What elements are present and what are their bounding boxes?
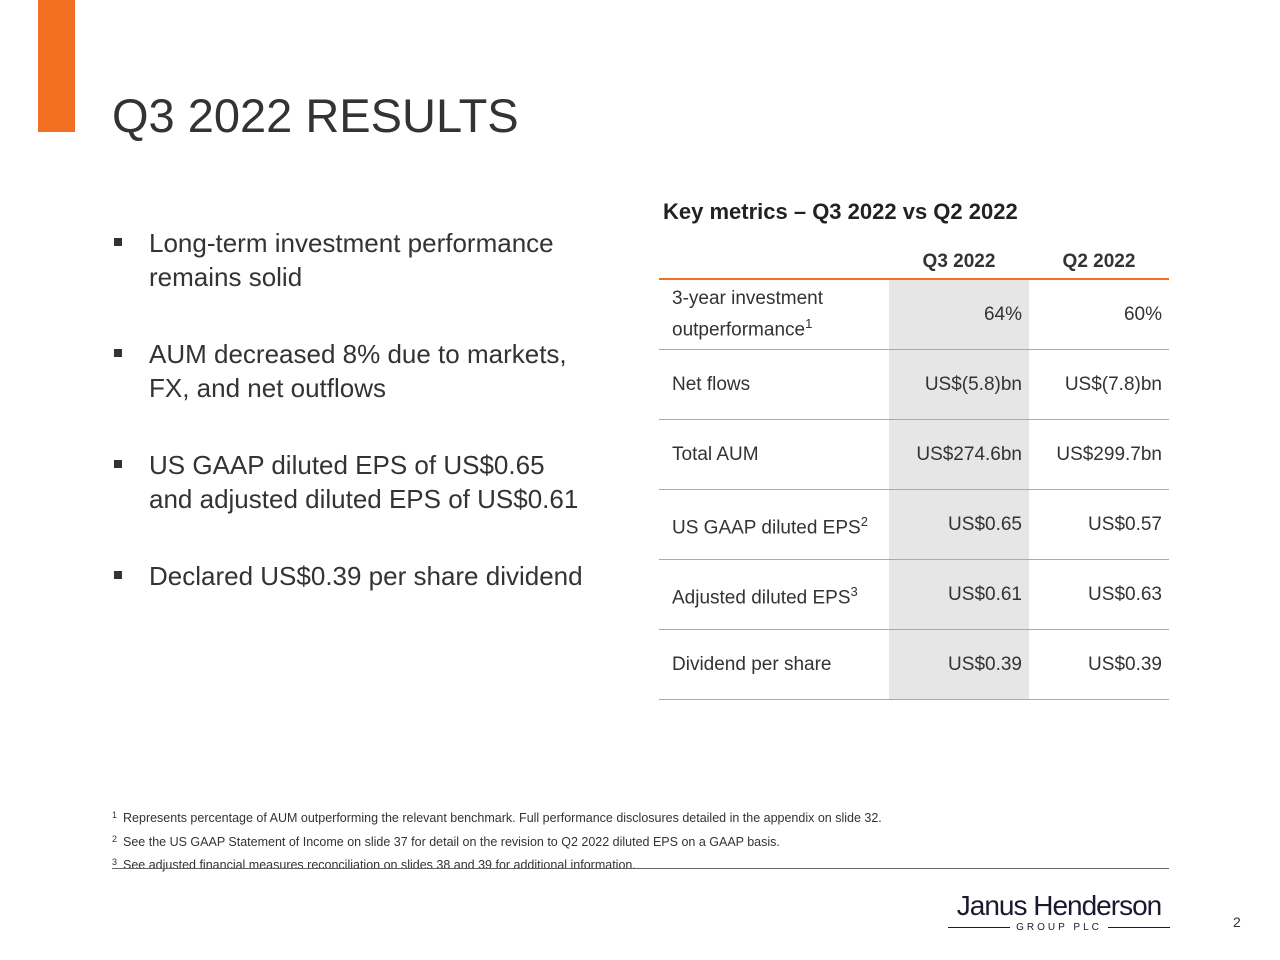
note-ref: 3 xyxy=(850,583,858,599)
footnote: 1 Represents percentage of AUM outperform… xyxy=(112,805,882,829)
footnote-number: 3 xyxy=(112,857,118,867)
value-cell: US$0.57 xyxy=(1088,513,1162,535)
label-text: Adjusted diluted EPS3 xyxy=(672,579,858,610)
accent-bar xyxy=(38,0,75,132)
footnote: 2 See the US GAAP Statement of Income on … xyxy=(112,829,882,853)
note-ref: 1 xyxy=(805,316,813,332)
header-cell xyxy=(659,245,889,278)
logo-name: Janus Henderson xyxy=(956,890,1162,921)
label: US GAAP diluted EPS xyxy=(672,517,861,539)
table-row: 3-year investment outperformance1 64% 60% xyxy=(659,280,1169,350)
bullet-list: Long-term investment performance remains… xyxy=(112,226,592,636)
footnote: 3 See adjusted financial measures reconci… xyxy=(112,852,882,876)
label: Total AUM xyxy=(672,444,759,465)
row-label: Dividend per share xyxy=(659,630,889,699)
value-cell: 60% xyxy=(1123,303,1162,325)
label: Adjusted diluted EPS xyxy=(672,587,851,609)
table-row: Net flows US$(5.8)bn US$(7.8)bn xyxy=(659,350,1169,420)
footnote-number: 2 xyxy=(112,833,118,844)
row-label: Total AUM xyxy=(659,420,889,489)
label: 3-year investment outperformance xyxy=(672,288,824,341)
label-text: 3-year investment outperformance1 xyxy=(672,286,889,342)
header-cell: Q2 2022 xyxy=(1062,250,1136,272)
bullet: US GAAP diluted EPS of US$0.65 and adjus… xyxy=(112,448,589,516)
table-row: Adjusted diluted EPS3 US$0.61 US$0.63 xyxy=(659,560,1169,630)
metrics-table: Q3 2022 Q2 2022 3-year investment outperfo… xyxy=(659,245,1169,700)
table-row: Total AUM US$274.6bn US$299.7bn xyxy=(659,420,1169,490)
bullet: AUM decreased 8% due to markets, FX, and… xyxy=(112,337,589,405)
logo-sub: GROUP PLC xyxy=(948,922,1171,933)
slide-title: Q3 2022 RESULTS xyxy=(112,89,519,142)
label-text: Net flows xyxy=(672,372,750,397)
footer-rule xyxy=(112,868,1169,869)
row-label: Adjusted diluted EPS3 xyxy=(659,560,889,629)
logo: Janus Henderson GROUP PLC xyxy=(948,890,1171,933)
value-cell: US$0.65 xyxy=(889,490,1029,559)
bullet: Declared US$0.39 per share dividend xyxy=(112,559,589,593)
label-text: Total AUM xyxy=(672,442,759,467)
label: Net flows xyxy=(672,374,751,395)
table-row: US GAAP diluted EPS2 US$0.65 US$0.57 xyxy=(659,490,1169,560)
value-cell: US$0.39 xyxy=(889,630,1029,699)
row-label: 3-year investment outperformance1 xyxy=(659,280,889,349)
value-cell: US$(7.8)bn xyxy=(1064,373,1162,395)
footnote-number: 1 xyxy=(112,810,118,820)
table-title: Key metrics – Q3 2022 vs Q2 2022 xyxy=(663,199,1018,224)
label-text: US GAAP diluted EPS2 xyxy=(672,509,868,540)
footnote-text: See adjusted financial measures reconcil… xyxy=(123,858,636,872)
value-cell: 64% xyxy=(889,280,1029,349)
page-number: 2 xyxy=(1233,914,1241,930)
value-cell: US$299.7bn xyxy=(1056,443,1162,465)
row-label: US GAAP diluted EPS2 xyxy=(659,490,889,559)
footnote-text: See the US GAAP Statement of Income on s… xyxy=(123,834,780,849)
label: Dividend per share xyxy=(672,654,832,675)
bullet: Long-term investment performance remains… xyxy=(112,226,589,294)
footnote-text: Represents percentage of AUM outperformi… xyxy=(123,811,882,825)
logo-sub-text: GROUP PLC xyxy=(1016,922,1102,933)
table-row: Dividend per share US$0.39 US$0.39 xyxy=(659,630,1169,700)
header-cell: Q3 2022 xyxy=(922,250,996,272)
value-cell: US$0.63 xyxy=(1088,583,1162,605)
value-cell: US$0.39 xyxy=(1088,653,1162,675)
note-ref: 2 xyxy=(860,513,868,529)
value-cell: US$274.6bn xyxy=(889,420,1029,489)
header-row: Q3 2022 Q2 2022 xyxy=(659,245,1169,280)
footnotes: 1 Represents percentage of AUM outperform… xyxy=(112,805,882,876)
value-cell: US$0.61 xyxy=(889,560,1029,629)
value-cell: US$(5.8)bn xyxy=(889,350,1029,419)
row-label: Net flows xyxy=(659,350,889,419)
label-text: Dividend per share xyxy=(672,652,831,677)
